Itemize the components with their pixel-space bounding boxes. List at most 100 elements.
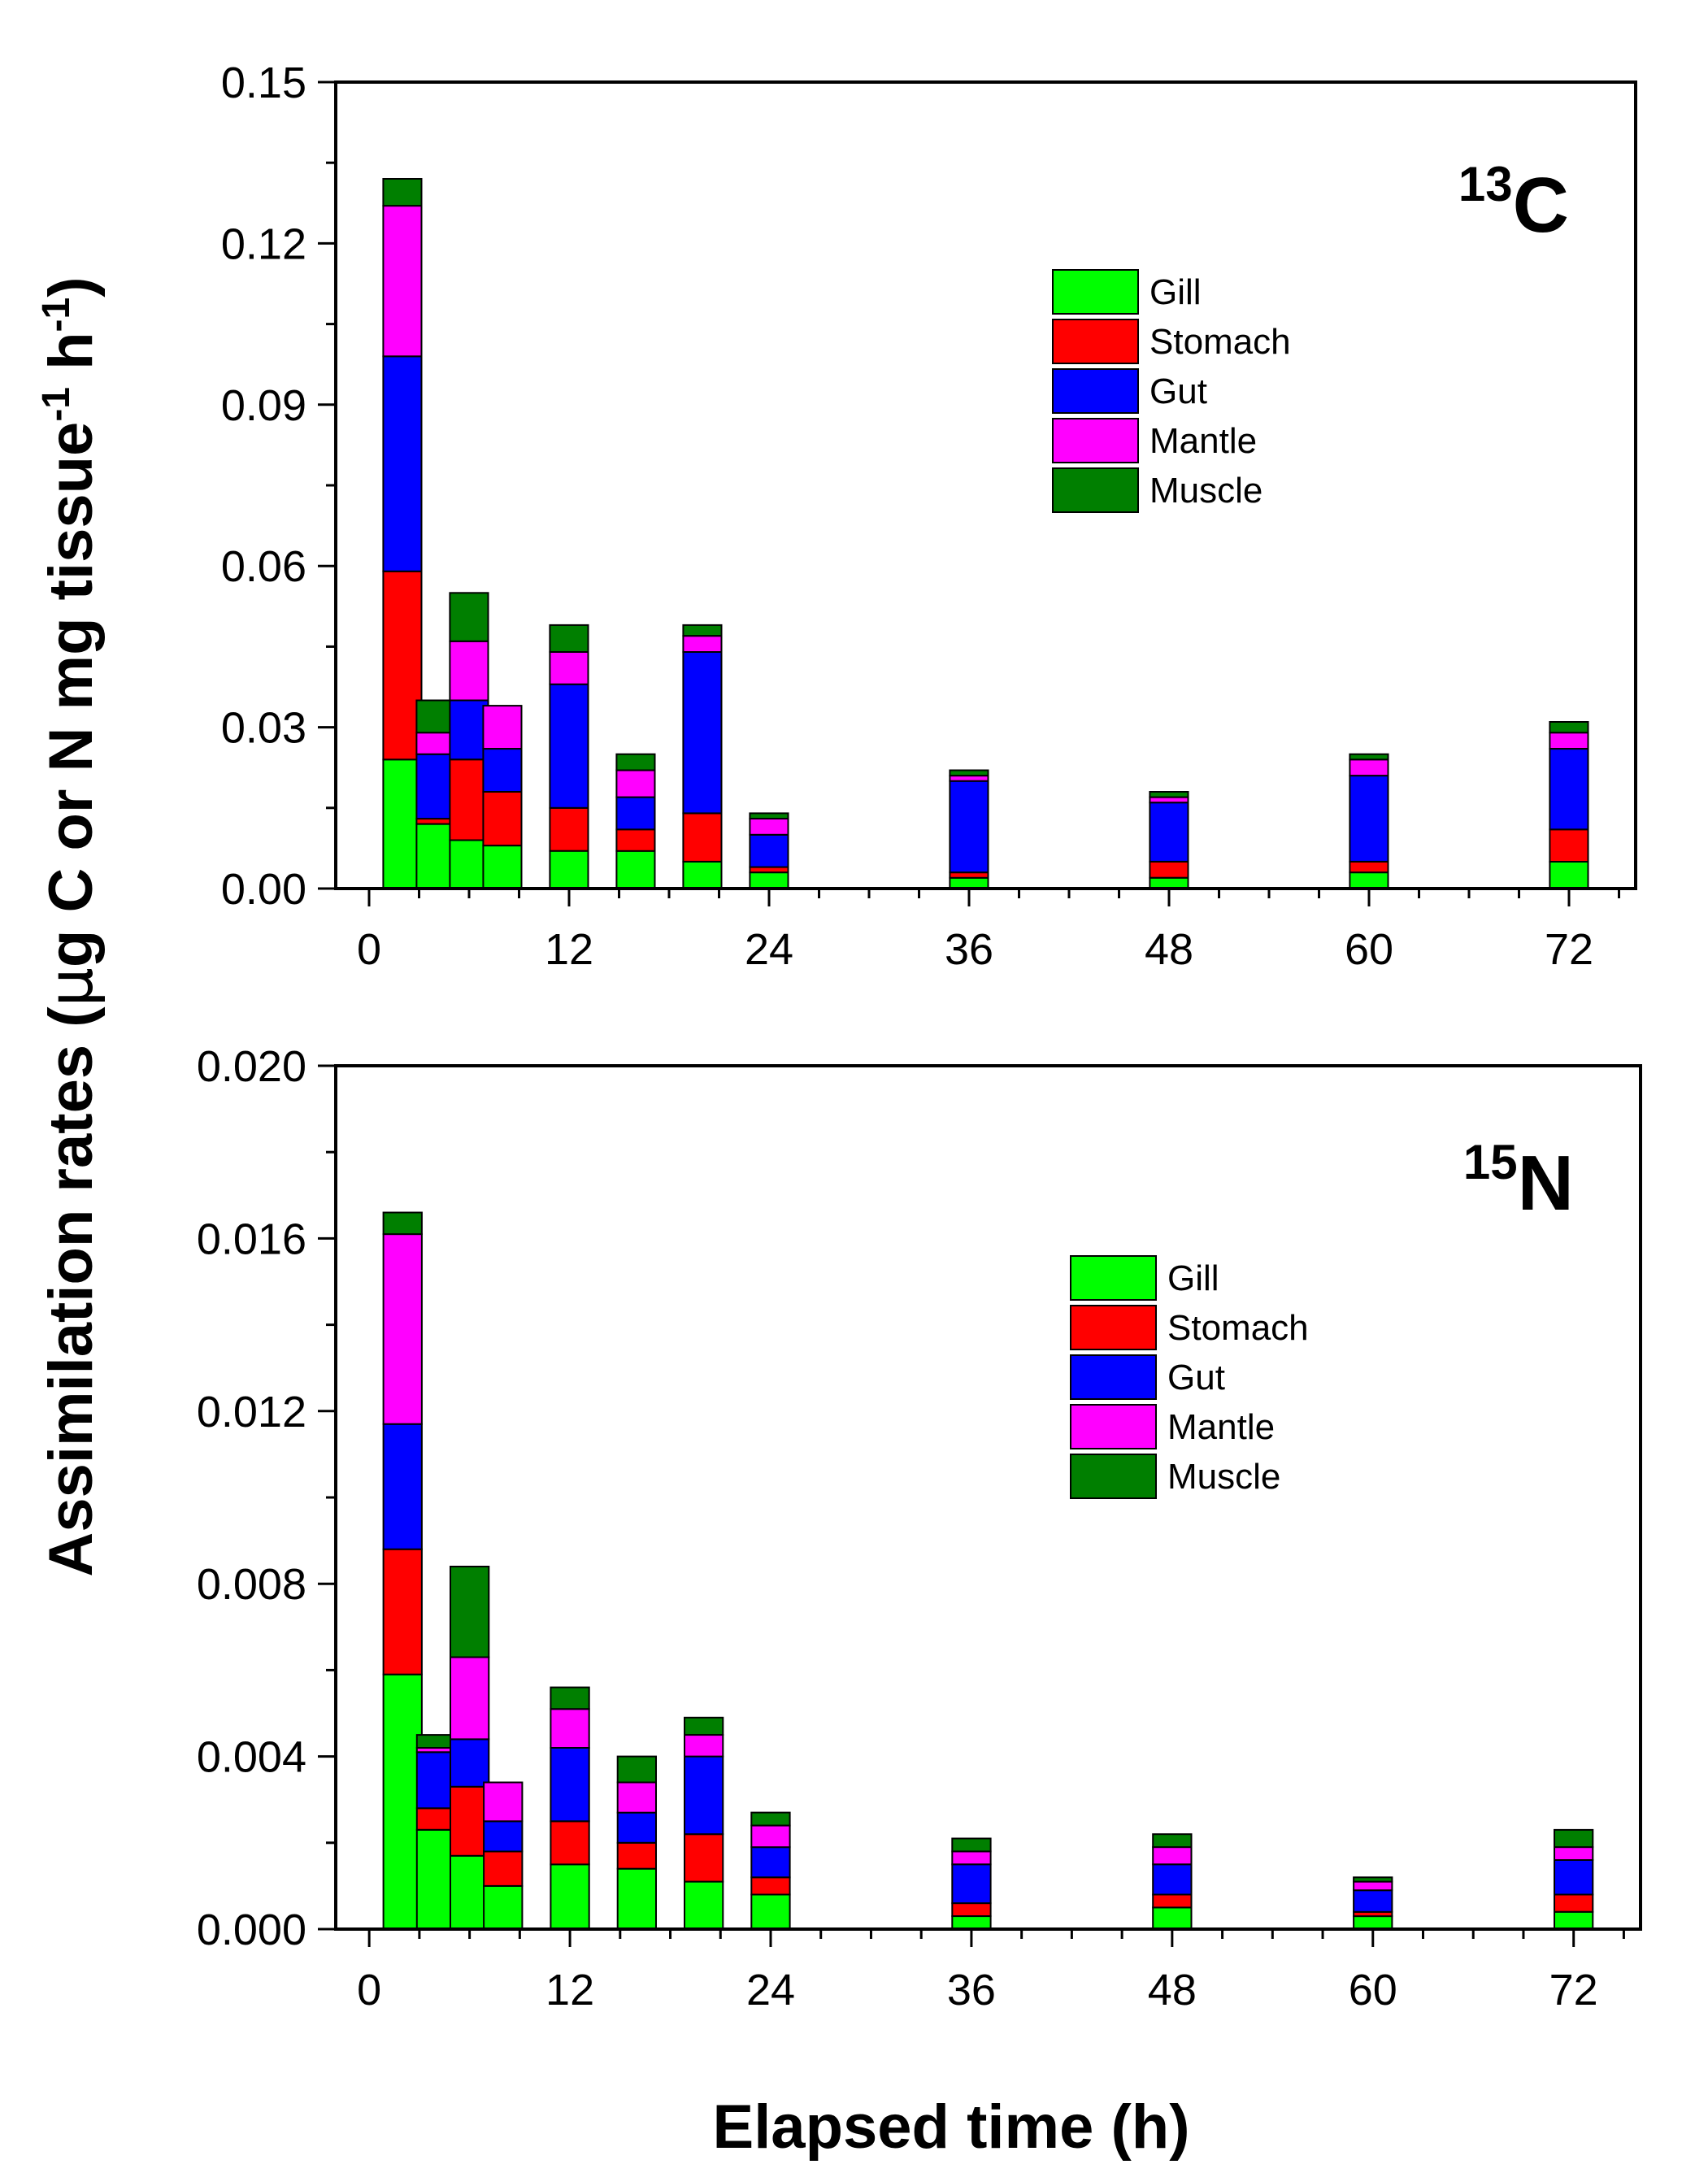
y-tick-label: 0.03 [221, 704, 306, 753]
bar-gill-t24 [749, 871, 789, 889]
x-tick-label: 24 [745, 925, 793, 974]
bar-mantle-t24 [750, 1824, 791, 1849]
bar-gut-t8 [482, 748, 523, 793]
bar-muscle-t6 [449, 592, 489, 642]
legend-label-mantle: Mantle [1150, 421, 1257, 461]
bar-gill-t20 [684, 1880, 724, 1931]
bar-stomach-t12 [549, 806, 589, 852]
bar-gut-t6 [450, 1738, 490, 1788]
bar-stomach-t8 [483, 1850, 524, 1887]
legend-swatch-mantle [1070, 1404, 1157, 1449]
legend-swatch-gut [1052, 368, 1139, 414]
bar-mantle-t6 [450, 1656, 490, 1741]
legend-swatch-stomach [1070, 1305, 1157, 1350]
bar-gut-t12 [550, 1747, 590, 1823]
bar-gut-t20 [684, 1755, 724, 1836]
bar-mantle-t20 [682, 635, 723, 654]
bar-muscle-t16 [616, 1755, 658, 1784]
bar-stomach-t24 [750, 1876, 791, 1896]
legend-swatch-muscle [1070, 1454, 1157, 1499]
bar-gut-t2 [382, 355, 423, 572]
bar-stomach-t72 [1549, 828, 1589, 863]
bar-mantle-t36 [951, 1850, 992, 1866]
bar-gut-t24 [749, 833, 789, 868]
legend-label-mantle: Mantle [1167, 1407, 1275, 1447]
bar-mantle-t12 [550, 1708, 590, 1749]
bar-muscle-t2 [382, 178, 423, 207]
x-tick-label: 60 [1345, 925, 1393, 974]
bar-stomach-t8 [482, 791, 523, 847]
bar-stomach-t4 [415, 1807, 457, 1831]
bar-muscle-t16 [615, 753, 656, 771]
bar-mantle-t6 [449, 640, 489, 702]
legend-swatch-stomach [1052, 319, 1139, 364]
x-tick-label: 12 [545, 925, 593, 974]
bar-muscle-t36 [949, 769, 989, 777]
x-tick-label: 72 [1549, 1966, 1598, 2014]
bar-muscle-t24 [749, 812, 789, 820]
bar-stomach-t20 [684, 1833, 724, 1883]
bar-gill-t8 [482, 845, 523, 889]
bar-stomach-t60 [1349, 860, 1389, 874]
y-tick-label: 0.020 [197, 1042, 306, 1091]
legend-swatch-gut [1070, 1354, 1157, 1400]
bar-gut-t60 [1353, 1889, 1393, 1913]
bar-gill-t8 [483, 1884, 524, 1930]
x-tick-label: 36 [947, 1966, 996, 2014]
x-tick-label: 36 [945, 925, 993, 974]
bar-stomach-t36 [949, 871, 989, 879]
bar-gill-t2 [382, 1673, 423, 1930]
bar-muscle-t12 [550, 1686, 590, 1710]
bar-mantle-t16 [616, 1781, 658, 1814]
bar-gut-t36 [951, 1863, 992, 1905]
bar-gill-t16 [615, 850, 656, 889]
bar-gill-t36 [951, 1915, 992, 1931]
bar-gut-t12 [549, 683, 589, 809]
isotope-label: 13C [1458, 157, 1569, 249]
bar-stomach-t20 [682, 812, 723, 863]
y-axis-title: Assimilation rates (μg C or N mg tissue-… [34, 276, 106, 1576]
isotope-label: 15N [1463, 1135, 1574, 1227]
bar-gut-t36 [949, 780, 989, 874]
bar-stomach-t72 [1554, 1893, 1594, 1913]
bar-muscle-t48 [1149, 791, 1189, 798]
y-tick-label: 0.12 [221, 219, 306, 268]
bar-gill-t12 [549, 850, 589, 889]
y-tick-label: 0.016 [197, 1215, 306, 1263]
legend-label-gill: Gill [1167, 1258, 1219, 1298]
bar-gill-t72 [1549, 860, 1589, 890]
panel-15n: 0 12 24 36 48 60 72 0.000 0.004 0.008 0.012 0.016 0.… [197, 1042, 1642, 2014]
bar-stomach-t48 [1149, 860, 1189, 879]
legend-swatch-gill [1052, 269, 1139, 315]
bar-stomach-t6 [449, 758, 489, 841]
legend-label-stomach: Stomach [1150, 322, 1291, 362]
legend-label-muscle: Muscle [1150, 471, 1263, 511]
y-tick-label: 0.004 [197, 1733, 306, 1782]
bar-mantle-t2 [382, 1233, 423, 1425]
x-tick-label: 72 [1545, 925, 1593, 974]
bar-gut-t20 [682, 651, 723, 815]
bar-stomach-t12 [550, 1820, 590, 1866]
bar-muscle-t20 [682, 624, 723, 637]
bar-muscle-t12 [549, 624, 589, 654]
bar-gut-t4 [415, 1751, 457, 1810]
bar-stomach-t2 [382, 1548, 423, 1675]
legend-label-gut: Gut [1167, 1358, 1225, 1397]
legend-swatch-mantle [1052, 418, 1139, 463]
bar-gill-t4 [415, 1828, 457, 1930]
bar-gill-t12 [550, 1863, 590, 1931]
y-tick-label: 0.012 [197, 1388, 306, 1436]
y-tick-label: 0.000 [197, 1906, 306, 1954]
bar-stomach-t36 [951, 1902, 992, 1918]
x-tick-label: 24 [746, 1966, 795, 2014]
bar-mantle-t60 [1349, 758, 1389, 777]
bar-gut-t72 [1554, 1859, 1594, 1896]
bar-mantle-t60 [1353, 1880, 1393, 1892]
bar-mantle-t16 [615, 769, 656, 798]
y-tick-label: 0.15 [221, 59, 306, 107]
bar-gill-t60 [1349, 871, 1389, 889]
legend-label-stomach: Stomach [1167, 1308, 1309, 1348]
bar-stomach-t48 [1152, 1893, 1193, 1909]
bar-gill-t2 [382, 758, 423, 889]
